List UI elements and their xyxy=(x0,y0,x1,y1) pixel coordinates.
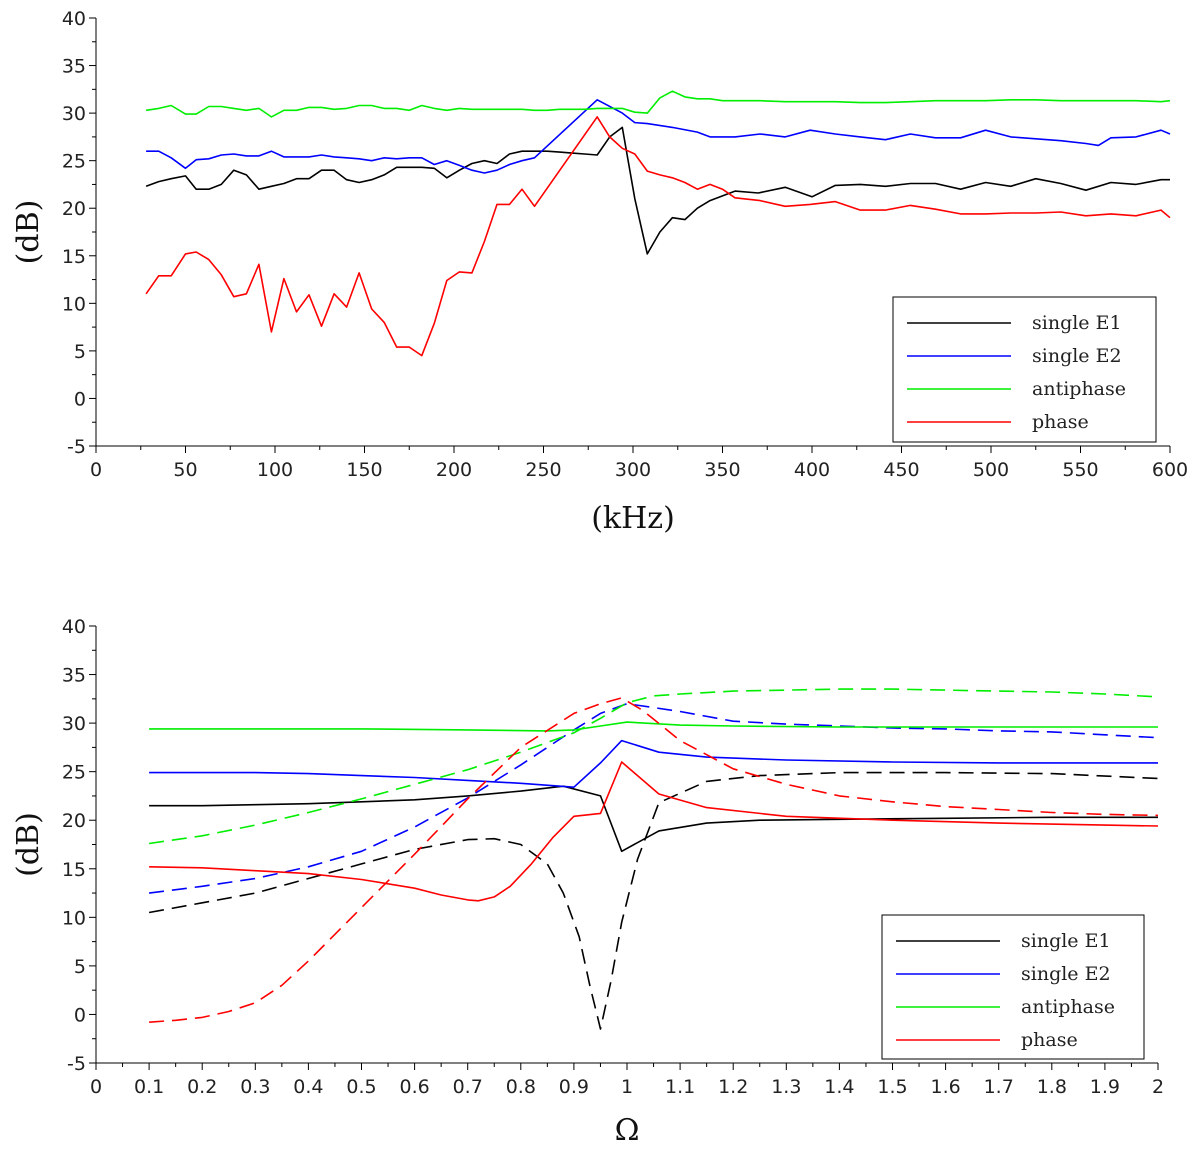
y-tick-label: 40 xyxy=(62,8,86,30)
x-tick-label: 200 xyxy=(436,459,472,481)
y-tick-label: 20 xyxy=(62,810,86,832)
y-axis-title: (dB) xyxy=(11,812,46,877)
x-tick-label: 250 xyxy=(525,459,561,481)
legend: single E1 single E2 antiphase phase xyxy=(881,914,1145,1060)
x-tick-label: 2 xyxy=(1152,1076,1164,1098)
legend-label: phase xyxy=(1021,1029,1078,1051)
x-tick-label: 1.9 xyxy=(1090,1076,1120,1098)
x-tick-label: 1.6 xyxy=(930,1076,960,1098)
legend-label: single E2 xyxy=(1032,345,1122,367)
legend-box xyxy=(881,914,1145,1060)
x-axis-title: (kHz) xyxy=(591,501,675,536)
series-line-phase xyxy=(149,761,1159,902)
x-tick-label: 400 xyxy=(794,459,830,481)
legend-label: antiphase xyxy=(1021,996,1115,1018)
y-tick-label: 40 xyxy=(62,616,86,638)
x-tick-label: 1 xyxy=(621,1076,633,1098)
series-line-single-e2-dashed xyxy=(148,702,1159,894)
x-tick-label: 0 xyxy=(90,1076,102,1098)
y-tick-label: 10 xyxy=(62,293,86,315)
legend-label: single E1 xyxy=(1032,312,1122,334)
x-tick-label: 300 xyxy=(615,459,651,481)
x-tick-label: 550 xyxy=(1062,459,1098,481)
y-tick-label: 5 xyxy=(74,956,86,978)
y-tick-label: 30 xyxy=(62,713,86,735)
series-line-antiphase xyxy=(149,721,1158,732)
x-tick-label: 0.4 xyxy=(293,1076,323,1098)
x-tick-label: 0.5 xyxy=(346,1076,376,1098)
legend-box xyxy=(892,296,1157,443)
series-line-phase xyxy=(145,116,1171,357)
y-tick-label: -5 xyxy=(67,1053,86,1075)
legend-label: single E1 xyxy=(1021,930,1111,952)
y-tick-label: 0 xyxy=(74,1004,86,1026)
legend-label: single E2 xyxy=(1021,963,1111,985)
y-tick-label: 30 xyxy=(62,103,86,125)
y-tick-label: 5 xyxy=(74,341,86,363)
y-tick-label: -5 xyxy=(67,436,86,458)
x-tick-label: 350 xyxy=(704,459,740,481)
legend-label: phase xyxy=(1032,411,1089,433)
x-tick-label: 1.1 xyxy=(665,1076,695,1098)
series-line-single-e2 xyxy=(146,99,1171,174)
y-tick-label: 15 xyxy=(62,859,86,881)
x-tick-label: 0.6 xyxy=(399,1076,429,1098)
y-tick-label: 35 xyxy=(62,665,86,687)
x-tick-label: 50 xyxy=(173,459,197,481)
series-line-antiphase xyxy=(145,90,1171,118)
x-tick-label: 600 xyxy=(1152,459,1188,481)
y-tick-label: 25 xyxy=(62,151,86,173)
x-tick-label: 450 xyxy=(883,459,919,481)
series-line-single-e2 xyxy=(149,739,1158,788)
x-tick-label: 1.5 xyxy=(877,1076,907,1098)
legend: single E1 single E2 antiphase phase xyxy=(892,296,1157,443)
x-tick-label: 0.1 xyxy=(134,1076,164,1098)
x-tick-label: 150 xyxy=(346,459,382,481)
x-tick-label: 0.7 xyxy=(453,1076,483,1098)
x-tick-label: 0.3 xyxy=(240,1076,270,1098)
y-tick-label: 10 xyxy=(62,907,86,929)
series-line-antiphase-dashed xyxy=(148,688,1159,845)
series-line-single-e1 xyxy=(145,126,1170,255)
x-tick-label: 1.8 xyxy=(1037,1076,1067,1098)
y-tick-label: 35 xyxy=(62,56,86,78)
y-axis-title: (dB) xyxy=(11,200,46,265)
x-axis-title: Ω xyxy=(615,1113,640,1148)
x-tick-label: 0.2 xyxy=(187,1076,217,1098)
y-tick-label: 25 xyxy=(62,762,86,784)
x-tick-label: 1.4 xyxy=(824,1076,854,1098)
x-tick-label: 500 xyxy=(973,459,1009,481)
y-tick-label: 20 xyxy=(62,198,86,220)
y-tick-label: 15 xyxy=(62,246,86,268)
x-tick-label: 100 xyxy=(257,459,293,481)
legend-label: antiphase xyxy=(1032,378,1126,400)
x-tick-label: 0.9 xyxy=(559,1076,589,1098)
x-tick-label: 0.8 xyxy=(506,1076,536,1098)
x-tick-label: 1.2 xyxy=(718,1076,748,1098)
x-tick-label: 0 xyxy=(90,459,102,481)
x-tick-label: 1.7 xyxy=(984,1076,1014,1098)
series-line-single-e1-dashed xyxy=(148,771,1159,1030)
y-tick-label: 0 xyxy=(74,388,86,410)
x-tick-label: 1.3 xyxy=(771,1076,801,1098)
